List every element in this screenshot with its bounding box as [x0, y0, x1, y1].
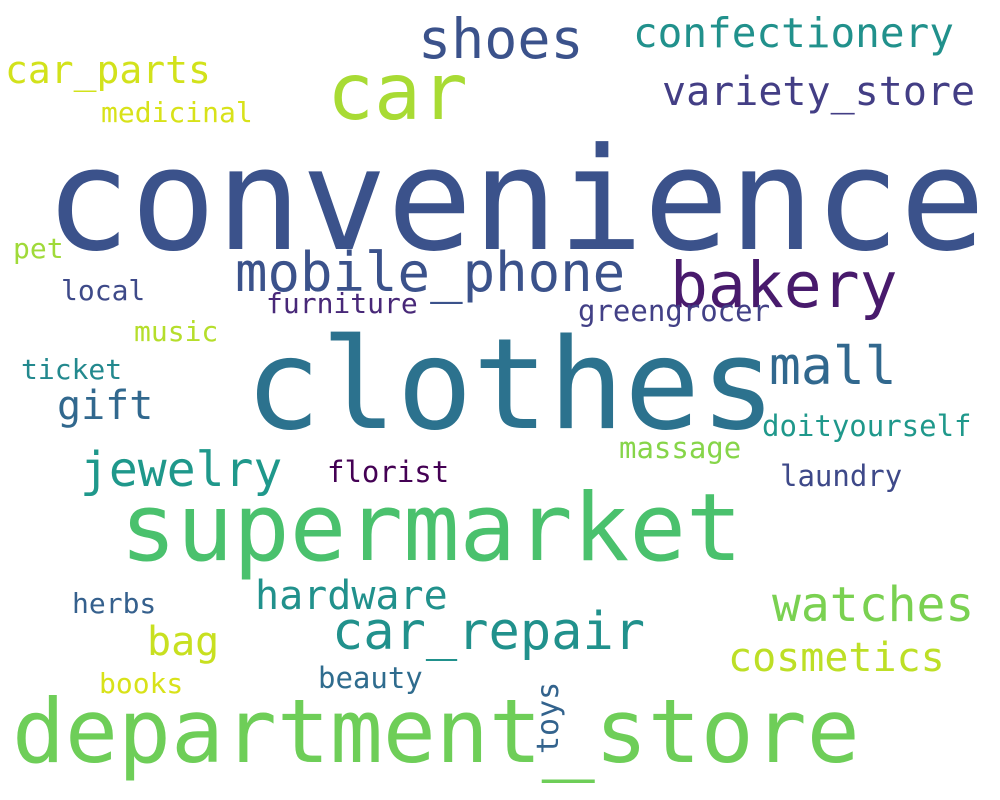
- word-car-parts: car_parts: [5, 48, 211, 92]
- word-hardware: hardware: [255, 573, 448, 619]
- word-massage: massage: [619, 431, 742, 465]
- word-toys: toys: [531, 681, 566, 754]
- word-mall: mall: [769, 336, 897, 397]
- word-bag: bag: [147, 619, 220, 665]
- word-pet: pet: [13, 232, 64, 265]
- word-watches: watches: [772, 577, 975, 633]
- word-cosmetics: cosmetics: [728, 635, 945, 681]
- word-laundry: laundry: [780, 459, 903, 493]
- word-car: car: [327, 48, 468, 138]
- word-variety-store: variety_store: [662, 69, 976, 115]
- word-ticket: ticket: [21, 353, 123, 386]
- word-music: music: [134, 315, 219, 348]
- word-shoes: shoes: [418, 7, 584, 71]
- word-doityourself: doityourself: [762, 409, 972, 443]
- word-greengrocer: greengrocer: [578, 294, 771, 328]
- word-herbs: herbs: [72, 587, 157, 620]
- word-beauty: beauty: [318, 661, 423, 695]
- word-supermarket: supermarket: [120, 474, 743, 583]
- word-gift: gift: [57, 383, 154, 429]
- word-department-store: department_store: [12, 680, 860, 783]
- word-car-repair: car_repair: [332, 602, 646, 662]
- word-florist: florist: [327, 455, 450, 489]
- word-bakery: bakery: [670, 249, 898, 322]
- word-convenience: convenience: [45, 118, 986, 283]
- word-medicinal: medicinal: [101, 96, 253, 129]
- word-clothes: clothes: [245, 311, 777, 458]
- word-jewelry: jewelry: [80, 442, 283, 498]
- word-local: local: [61, 274, 146, 307]
- word-confectionery: confectionery: [633, 9, 954, 57]
- word-furniture: furniture: [266, 287, 418, 320]
- word-books: books: [99, 667, 184, 700]
- word-mobile-phone: mobile_phone: [235, 241, 626, 304]
